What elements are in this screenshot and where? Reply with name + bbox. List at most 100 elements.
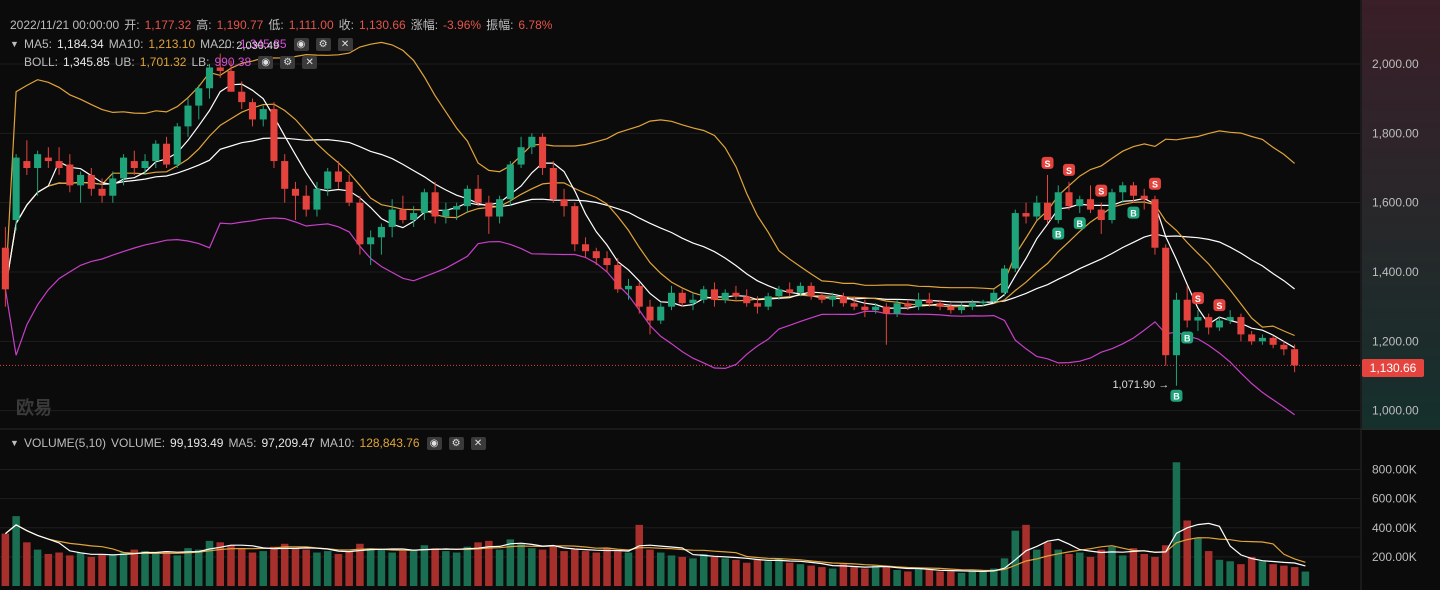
volume-bar (1086, 556, 1095, 586)
close-icon[interactable]: ✕ (470, 436, 486, 450)
price-tick-label: 1,400.00 (1372, 265, 1419, 279)
price-tick-label: 1,600.00 (1372, 196, 1419, 210)
candle-body (968, 303, 976, 307)
candle-body (259, 109, 267, 120)
volume-bar (947, 571, 955, 586)
volume-bar (399, 551, 407, 586)
amplitude-value: 6.78% (518, 18, 553, 32)
volume-bar (904, 571, 912, 586)
close-value: 1,130.66 (358, 18, 406, 32)
volume-bar (66, 555, 74, 586)
candle-body (1291, 349, 1299, 366)
candle-body (646, 306, 654, 321)
change-label: 涨幅: (410, 18, 439, 32)
candle-body (345, 181, 353, 203)
candle-body (539, 136, 547, 168)
change-value: -3.96% (443, 18, 482, 32)
high-value: 1,190.77 (216, 18, 264, 32)
candle-body (334, 171, 342, 182)
close-icon[interactable]: ✕ (302, 55, 318, 69)
volume-bar (571, 549, 579, 586)
candle-body (700, 289, 708, 300)
volume-bar (1011, 530, 1020, 586)
volume-bar (302, 549, 310, 586)
vol-ma10-value: 128,843.76 (359, 436, 420, 450)
candle-body (162, 143, 171, 165)
sell-marker (1063, 163, 1076, 176)
ub-label: UB: (114, 55, 135, 69)
volume-bar (1280, 565, 1288, 586)
date-label: 2022/11/21 00:00:00 (10, 18, 120, 32)
vol-ma5-label: MA5: (228, 436, 257, 450)
gear-icon[interactable]: ⚙ (315, 37, 331, 51)
candle-body (1258, 337, 1266, 342)
price-axis-background (1362, 0, 1440, 430)
volume-bar (979, 571, 987, 586)
volume-tick-label: 400.00K (1372, 521, 1417, 535)
candle-body (517, 147, 525, 165)
candle-body (399, 209, 407, 220)
chevron-down-icon[interactable]: ▼ (10, 438, 19, 448)
candle-body (1097, 209, 1105, 220)
candle-body (732, 292, 740, 297)
volume-bar (549, 546, 558, 586)
volume-bar (1140, 553, 1148, 586)
gear-icon[interactable]: ⚙ (448, 436, 464, 450)
candle-body (753, 303, 761, 307)
volume-bar (839, 564, 848, 586)
arrow-right-icon: → (1158, 378, 1170, 391)
volume-bar (1290, 567, 1299, 586)
candle-body (173, 126, 181, 165)
gear-icon[interactable]: ⚙ (280, 55, 296, 69)
volume-bar (195, 549, 203, 586)
volume-bar (1000, 558, 1009, 586)
close-icon[interactable]: ✕ (337, 37, 353, 51)
candle-body (1226, 317, 1234, 321)
candle-body (1043, 202, 1052, 220)
candle-body (420, 192, 428, 214)
volume-bar (259, 551, 267, 586)
eye-icon[interactable]: ◉ (293, 37, 309, 51)
volume-bar (1097, 549, 1105, 586)
volume-bar (76, 552, 85, 586)
candle-body (1022, 213, 1030, 217)
candle-body (635, 285, 643, 307)
open-label: 开: (124, 18, 140, 32)
low-annotation-value: 1,071.90 (1112, 378, 1156, 391)
buy-marker-label: B (1130, 209, 1137, 219)
volume-bar (98, 553, 106, 586)
volume-bar (871, 565, 880, 586)
volume-bar (775, 558, 783, 586)
eye-icon[interactable]: ◉ (426, 436, 442, 450)
volume-bar (44, 553, 53, 586)
volume-bar (216, 542, 225, 586)
volume-bar (323, 551, 332, 586)
candle-body (1205, 317, 1213, 328)
candle-body (270, 109, 278, 162)
volume-tick-label: 600.00K (1372, 492, 1417, 506)
candle-body (184, 105, 192, 127)
price-tick-label: 1,200.00 (1372, 334, 1419, 348)
ma10-line (4, 103, 1295, 337)
candle-body (281, 161, 289, 189)
candle-body (1280, 344, 1288, 350)
candle-body (12, 157, 20, 220)
candle-body (453, 206, 461, 210)
candle-body (1086, 199, 1095, 210)
sell-marker (1191, 292, 1204, 305)
volume-bar (990, 568, 998, 586)
candle-body (592, 251, 600, 259)
volume-bar (12, 516, 20, 586)
volume-bar (485, 540, 493, 586)
volume-bar (925, 569, 934, 586)
candle-body (55, 161, 63, 168)
candle-body (388, 209, 396, 227)
candle-body (1237, 317, 1245, 335)
candle-body (786, 289, 794, 293)
volume-bar (1172, 462, 1181, 586)
eye-icon[interactable]: ◉ (258, 55, 274, 69)
chevron-down-icon[interactable]: ▼ (10, 39, 19, 49)
volume-bar (699, 553, 708, 586)
volume-bar (184, 548, 192, 586)
